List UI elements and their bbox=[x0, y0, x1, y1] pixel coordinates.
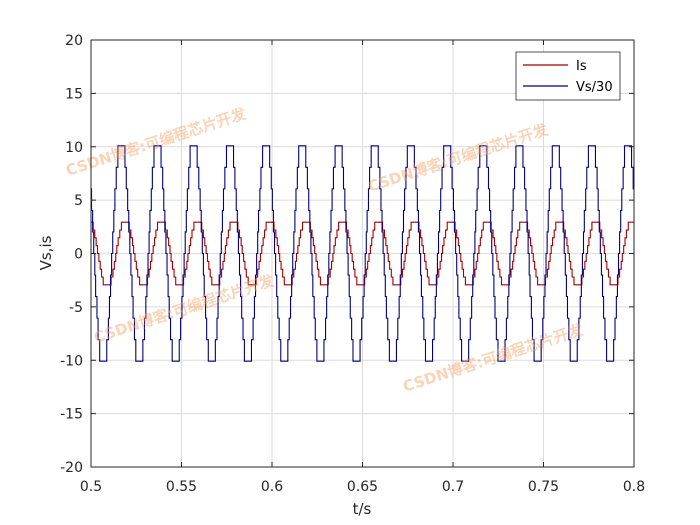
series-group bbox=[91, 145, 634, 362]
x-tick-label: 0.75 bbox=[528, 479, 559, 495]
x-axis-label: t/s bbox=[353, 500, 372, 518]
legend: Is Vs/30 bbox=[515, 51, 621, 101]
legend-label-is: Is bbox=[576, 59, 587, 74]
x-tick-label: 0.7 bbox=[442, 479, 464, 495]
y-tick-label: 5 bbox=[74, 193, 83, 209]
x-tick-label: 0.6 bbox=[261, 479, 283, 495]
y-tick-label: -5 bbox=[69, 300, 83, 316]
legend-box bbox=[515, 51, 621, 101]
legend-label-vs30: Vs/30 bbox=[576, 80, 613, 95]
series-line-vs30 bbox=[91, 145, 634, 362]
x-tick-label: 0.55 bbox=[166, 479, 197, 495]
x-tick-labels: 0.5 0.55 0.6 0.65 0.7 0.75 0.8 bbox=[80, 479, 645, 495]
y-tick-label: 20 bbox=[65, 33, 83, 49]
x-tick-label: 0.8 bbox=[623, 479, 645, 495]
y-tick-label: -15 bbox=[60, 407, 83, 423]
y-tick-label: 15 bbox=[65, 86, 83, 102]
tick-marks bbox=[90, 39, 635, 468]
y-tick-label: 0 bbox=[74, 247, 83, 263]
series-line-is bbox=[91, 221, 634, 286]
y-tick-label: -20 bbox=[60, 460, 83, 476]
y-tick-labels: -20 -15 -10 -5 0 5 10 15 20 bbox=[60, 33, 83, 476]
y-tick-label: -10 bbox=[60, 353, 83, 369]
x-tick-label: 0.65 bbox=[347, 479, 378, 495]
y-axis-label: Vs,is bbox=[37, 235, 55, 270]
x-tick-label: 0.5 bbox=[80, 479, 102, 495]
y-tick-label: 10 bbox=[65, 140, 83, 156]
